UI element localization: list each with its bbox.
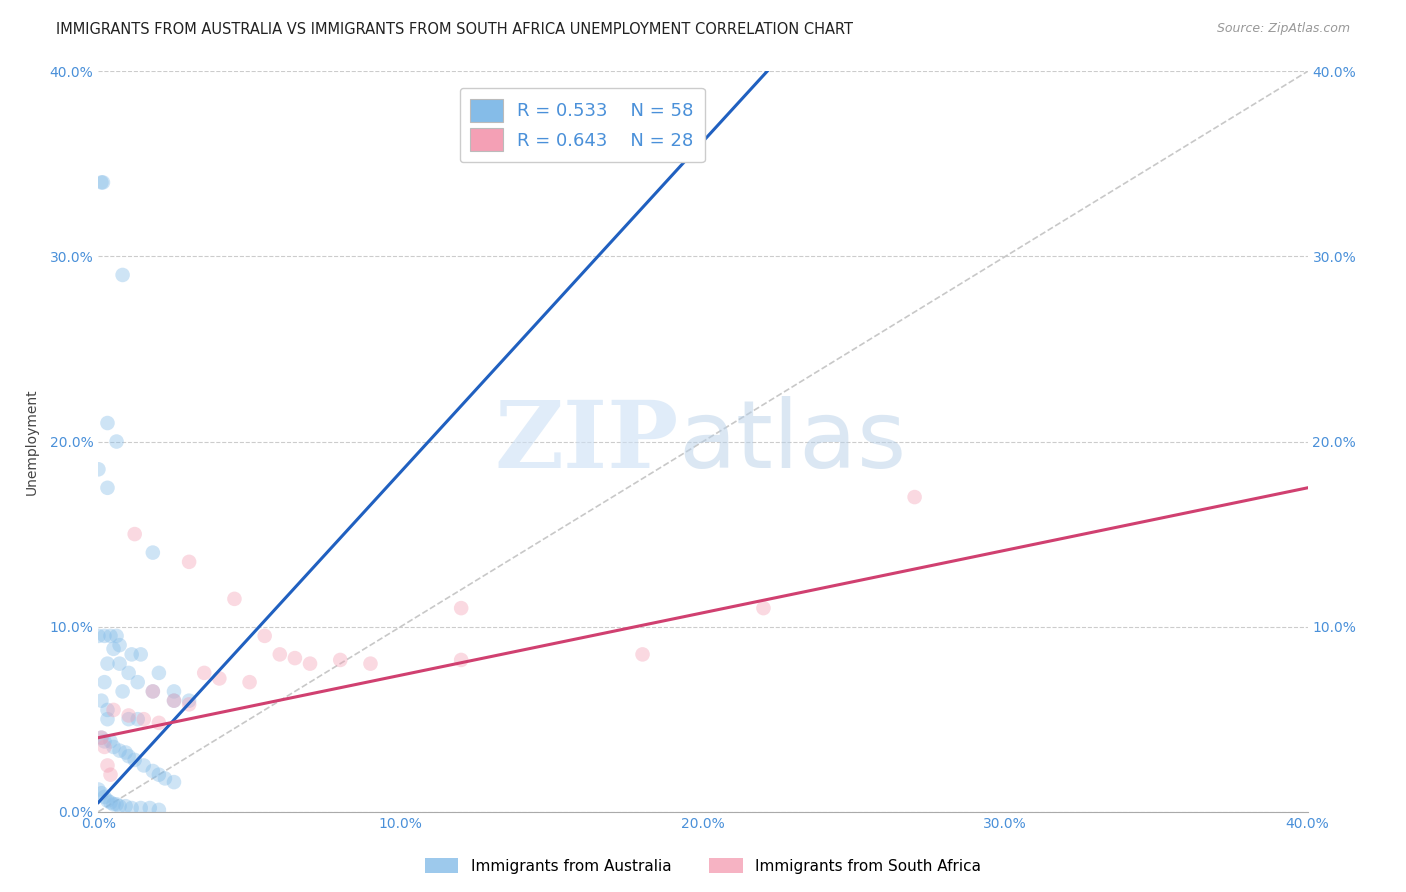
Point	[129, 648, 152, 662]
Legend: R = 0.533    N = 58, R = 0.643    N = 28: R = 0.533 N = 58, R = 0.643 N = 28	[460, 87, 704, 162]
Point	[103, 797, 125, 812]
Point	[90, 786, 112, 800]
Point	[90, 731, 112, 745]
Point	[108, 799, 131, 814]
Point	[450, 601, 472, 615]
Point	[752, 601, 775, 615]
Point	[96, 712, 118, 726]
Point	[450, 653, 472, 667]
Point	[90, 175, 112, 190]
Point	[269, 648, 291, 662]
Point	[93, 789, 115, 804]
Point	[153, 772, 176, 786]
Point	[329, 653, 352, 667]
Point	[93, 734, 115, 748]
Point	[108, 744, 131, 758]
Text: IMMIGRANTS FROM AUSTRALIA VS IMMIGRANTS FROM SOUTH AFRICA UNEMPLOYMENT CORRELATI: IMMIGRANTS FROM AUSTRALIA VS IMMIGRANTS …	[56, 22, 853, 37]
Text: ZIP: ZIP	[495, 397, 679, 486]
Point	[118, 665, 141, 680]
Point	[253, 629, 276, 643]
Point	[105, 797, 128, 812]
Point	[100, 629, 122, 643]
Point	[118, 708, 141, 723]
Point	[108, 638, 131, 652]
Point	[96, 794, 118, 808]
Text: atlas: atlas	[679, 395, 907, 488]
Point	[148, 665, 170, 680]
Point	[124, 753, 146, 767]
Point	[284, 651, 307, 665]
Point	[142, 764, 165, 778]
Point	[93, 629, 115, 643]
Point	[124, 527, 146, 541]
Point	[132, 712, 155, 726]
Point	[142, 684, 165, 698]
Point	[163, 694, 186, 708]
Point	[299, 657, 322, 671]
Point	[142, 545, 165, 560]
Point	[118, 712, 141, 726]
Text: Source: ZipAtlas.com: Source: ZipAtlas.com	[1216, 22, 1350, 36]
Point	[111, 684, 134, 698]
Point	[114, 799, 136, 814]
Point	[139, 801, 162, 815]
Point	[208, 672, 231, 686]
Point	[121, 648, 143, 662]
Point	[179, 694, 201, 708]
Point	[103, 641, 125, 656]
Point	[111, 268, 134, 282]
Point	[127, 675, 149, 690]
Point	[224, 591, 246, 606]
Point	[103, 703, 125, 717]
Point	[105, 629, 128, 643]
Legend: Immigrants from Australia, Immigrants from South Africa: Immigrants from Australia, Immigrants fr…	[419, 852, 987, 880]
Point	[93, 739, 115, 754]
Point	[90, 731, 112, 745]
Point	[100, 734, 122, 748]
Point	[127, 712, 149, 726]
Point	[148, 715, 170, 730]
Point	[132, 758, 155, 772]
Point	[148, 767, 170, 781]
Point	[96, 657, 118, 671]
Point	[904, 490, 927, 504]
Point	[96, 703, 118, 717]
Point	[121, 801, 143, 815]
Point	[105, 434, 128, 449]
Point	[114, 746, 136, 760]
Point	[129, 801, 152, 815]
Point	[163, 775, 186, 789]
Point	[87, 629, 110, 643]
Point	[103, 739, 125, 754]
Point	[108, 657, 131, 671]
Y-axis label: Unemployment: Unemployment	[24, 388, 38, 495]
Point	[179, 555, 201, 569]
Point	[90, 694, 112, 708]
Point	[148, 803, 170, 817]
Point	[93, 675, 115, 690]
Point	[87, 782, 110, 797]
Point	[239, 675, 262, 690]
Point	[91, 175, 114, 190]
Point	[179, 698, 201, 712]
Point	[96, 416, 118, 430]
Point	[87, 462, 110, 476]
Point	[163, 694, 186, 708]
Point	[118, 749, 141, 764]
Point	[163, 684, 186, 698]
Point	[360, 657, 382, 671]
Point	[631, 648, 654, 662]
Point	[100, 796, 122, 810]
Point	[142, 684, 165, 698]
Point	[100, 767, 122, 781]
Point	[96, 481, 118, 495]
Point	[193, 665, 215, 680]
Point	[96, 758, 118, 772]
